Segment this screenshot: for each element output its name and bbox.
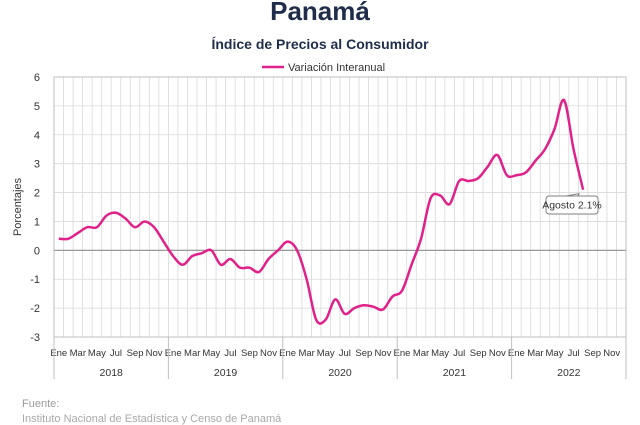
x-tick-label: Ene xyxy=(394,348,411,359)
x-year-label: 2022 xyxy=(557,367,581,379)
x-year-label: 2020 xyxy=(328,367,352,379)
x-tick-label: Mar xyxy=(527,348,543,359)
x-tick-label: Jul xyxy=(224,348,236,359)
x-tick-label: Mar xyxy=(298,348,314,359)
y-axis-label: Porcentajes xyxy=(12,177,24,236)
x-tick-label: Jul xyxy=(339,348,351,359)
x-year-label: 2019 xyxy=(214,367,238,379)
chart-subtitle: Índice de Precios al Consumidor xyxy=(211,36,429,52)
source-text: Instituto Nacional de Estadística y Cens… xyxy=(22,413,282,425)
x-year-label: 2021 xyxy=(443,367,467,379)
x-tick-label: Jul xyxy=(567,348,579,359)
x-tick-label: Mar xyxy=(413,348,429,359)
y-tick-label: 2 xyxy=(34,188,40,200)
legend-layer: Variación Interanual xyxy=(262,62,385,74)
legend-label: Variación Interanual xyxy=(288,62,385,74)
x-tick-label: Mar xyxy=(70,348,86,359)
x-tick-label: Sep xyxy=(470,348,487,359)
series-line xyxy=(58,98,585,325)
y-tick-label: -3 xyxy=(30,332,40,344)
x-tick-label: Nov xyxy=(260,348,277,359)
x-tick-label: Nov xyxy=(603,348,620,359)
x-tick-label: Nov xyxy=(374,348,391,359)
x-tick-label: Sep xyxy=(355,348,372,359)
y-tick-label: 5 xyxy=(34,101,40,113)
x-tick-label: Ene xyxy=(279,348,296,359)
y-tick-label: 1 xyxy=(34,216,40,228)
y-tick-label: -2 xyxy=(30,303,40,315)
page-title: Panamá xyxy=(270,0,370,26)
y-tick-label: -1 xyxy=(30,274,40,286)
x-tick-label: May xyxy=(546,348,564,359)
x-tick-label: Jul xyxy=(453,348,465,359)
x-tick-label: Ene xyxy=(508,348,525,359)
y-tick-label: 0 xyxy=(34,245,40,257)
plot-frame xyxy=(53,76,627,338)
x-tick-label: Nov xyxy=(489,348,506,359)
x-tick-label: Sep xyxy=(584,348,601,359)
x-tick-label: Nov xyxy=(146,348,163,359)
x-tick-label: May xyxy=(202,348,220,359)
source-label: Fuente: xyxy=(22,398,60,410)
x-tick-label: Sep xyxy=(241,348,258,359)
x-tick-label: Ene xyxy=(50,348,67,359)
x-tick-label: May xyxy=(317,348,335,359)
y-tick-label: 4 xyxy=(34,130,40,142)
x-tick-label: May xyxy=(88,348,106,359)
x-tick-label: Ene xyxy=(165,348,182,359)
x-year-label: 2018 xyxy=(100,367,124,379)
annotation-layer: Agosto 2.1% xyxy=(542,193,602,215)
x-tick-label: May xyxy=(431,348,449,359)
y-tick-label: 6 xyxy=(34,72,40,84)
y-tick-label: 3 xyxy=(34,159,40,171)
x-tick-label: Mar xyxy=(184,348,200,359)
series-layer xyxy=(58,98,585,325)
annotation-label: Agosto 2.1% xyxy=(542,200,602,212)
x-tick-label: Sep xyxy=(127,348,144,359)
grid-layer xyxy=(53,76,627,338)
x-tick-label: Jul xyxy=(110,348,122,359)
annotation-box xyxy=(545,195,599,215)
